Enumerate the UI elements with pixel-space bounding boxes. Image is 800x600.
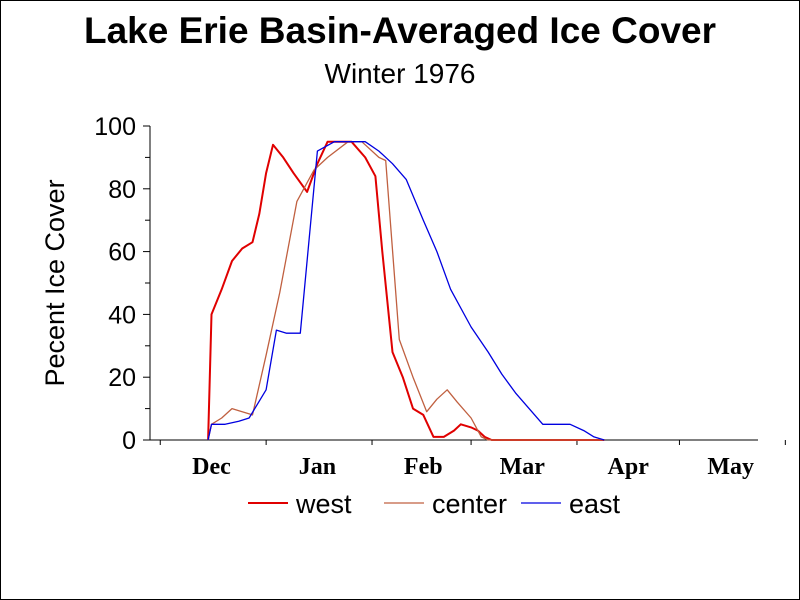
x-tick-label: May: [707, 454, 754, 480]
x-tick-label: Mar: [500, 454, 546, 480]
legend-label-west: west: [295, 489, 352, 519]
y-tick-label: 40: [108, 301, 136, 329]
y-tick-label: 0: [122, 427, 136, 455]
chart-subtitle: Winter 1976: [324, 58, 476, 89]
x-tick-label: Apr: [608, 454, 650, 480]
chart-title: Lake Erie Basin-Averaged Ice Cover: [83, 10, 717, 51]
y-tick-label: 60: [108, 239, 136, 267]
x-tick-label: Jan: [299, 454, 336, 480]
legend-label-east: east: [569, 489, 621, 519]
series-line-west: [207, 140, 605, 441]
x-tick-label: Feb: [404, 454, 443, 480]
series-line-east: [207, 141, 605, 441]
y-tick-label: 20: [108, 364, 136, 392]
y-tick-label: 80: [108, 176, 136, 204]
x-tick-label: Dec: [192, 454, 231, 480]
legend-label-center: center: [432, 489, 507, 519]
y-tick-label: 100: [94, 113, 136, 141]
y-axis-label: Pecent Ice Cover: [40, 179, 70, 386]
series-line-center: [207, 141, 605, 441]
